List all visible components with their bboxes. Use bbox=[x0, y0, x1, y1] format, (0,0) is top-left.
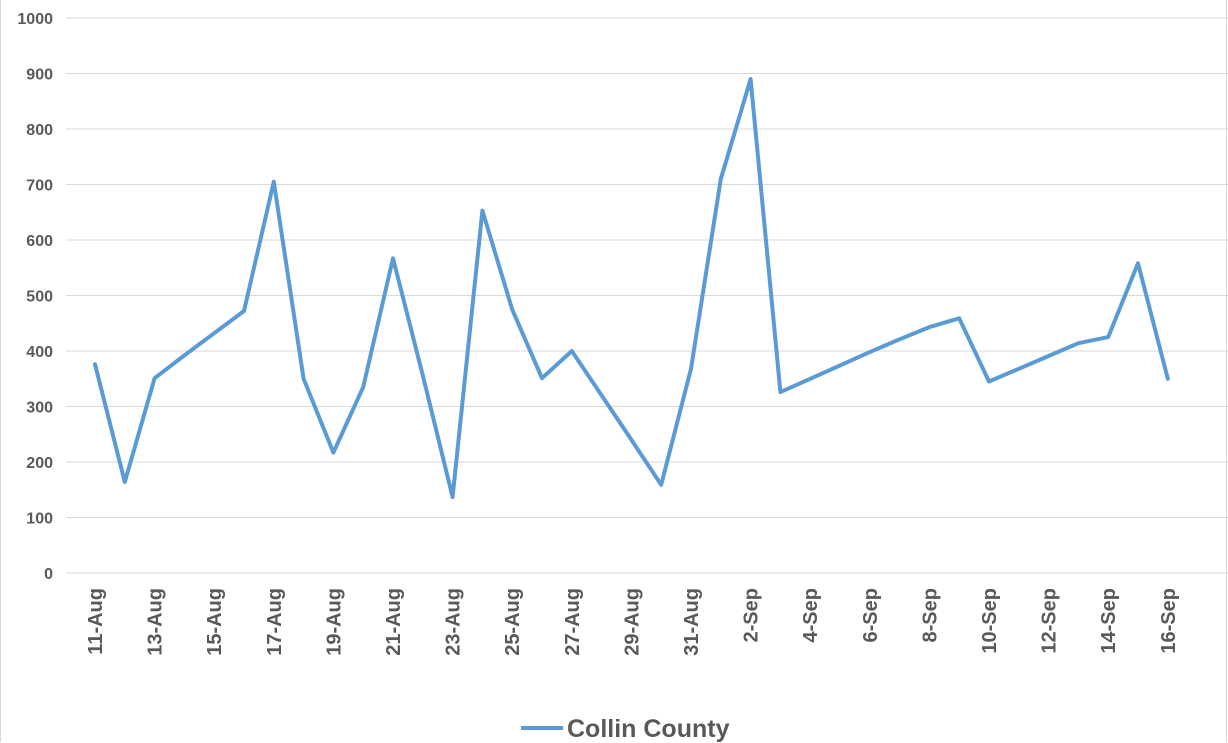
x-tick-label: 2-Sep bbox=[741, 588, 763, 642]
y-tick-label: 500 bbox=[26, 289, 53, 306]
x-tick-label: 21-Aug bbox=[383, 588, 405, 656]
x-tick-label: 25-Aug bbox=[502, 588, 524, 656]
x-tick-label: 8-Sep bbox=[919, 588, 941, 642]
x-axis-tick-labels: 11-Aug 13-Aug 15-Aug 17-Aug 19-Aug 21-Aug 23-A… bbox=[85, 588, 1180, 656]
y-tick-label: 0 bbox=[44, 566, 53, 583]
x-tick-label: 12-Sep bbox=[1039, 588, 1061, 654]
x-tick-label: 15-Aug bbox=[204, 588, 226, 656]
x-tick-label: 19-Aug bbox=[323, 588, 345, 656]
x-tick-label: 17-Aug bbox=[264, 588, 286, 656]
legend: Collin County bbox=[521, 715, 730, 743]
x-tick-label: 6-Sep bbox=[860, 588, 882, 642]
x-tick-label: 10-Sep bbox=[979, 588, 1001, 654]
x-tick-label: 29-Aug bbox=[621, 588, 643, 656]
series-line bbox=[93, 77, 1170, 499]
y-tick-label: 400 bbox=[26, 344, 53, 361]
y-tick-label: 600 bbox=[26, 233, 53, 250]
x-tick-label: 14-Sep bbox=[1098, 588, 1120, 654]
x-tick-label: 4-Sep bbox=[800, 588, 822, 642]
gridlines bbox=[66, 17, 1228, 574]
x-tick-label: 27-Aug bbox=[562, 588, 584, 656]
y-tick-label: 800 bbox=[26, 122, 53, 139]
x-tick-label: 31-Aug bbox=[681, 588, 703, 656]
y-tick-label: 1000 bbox=[17, 11, 53, 28]
x-tick-label: 11-Aug bbox=[85, 588, 107, 655]
y-tick-label: 700 bbox=[26, 178, 53, 195]
y-tick-label: 900 bbox=[26, 67, 53, 84]
y-tick-label: 200 bbox=[26, 455, 53, 472]
legend-label: Collin County bbox=[567, 715, 730, 743]
y-tick-label: 300 bbox=[26, 400, 53, 417]
series-lines bbox=[93, 77, 1170, 499]
y-tick-label: 100 bbox=[26, 511, 53, 528]
y-axis-tick-labels: 0 100 200 300 400 500 600 700 800 900 1000 bbox=[17, 11, 53, 583]
x-tick-label: 16-Sep bbox=[1158, 588, 1180, 654]
x-tick-label: 13-Aug bbox=[145, 588, 167, 656]
x-tick-label: 23-Aug bbox=[443, 588, 465, 656]
